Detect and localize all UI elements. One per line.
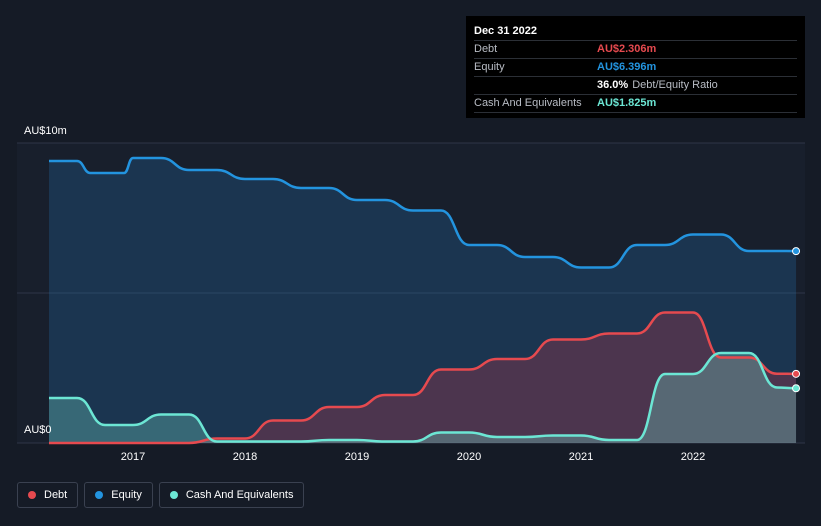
legend: Debt Equity Cash And Equivalents (17, 482, 305, 510)
cash-end-marker[interactable] (792, 384, 801, 393)
tooltip-cash-value: AU$1.825m (597, 97, 657, 109)
x-tick-label: 2018 (232, 451, 258, 463)
tooltip-ratio-label: Debt/Equity Ratio (632, 79, 718, 91)
tooltip-date: Dec 31 2022 (474, 25, 537, 37)
equity-dot-icon (95, 491, 104, 499)
x-tick-label: 2020 (456, 451, 482, 463)
y-axis-bottom-label: AU$0 (24, 424, 52, 436)
tooltip-row-equity: Equity AU$6.396m (474, 58, 797, 76)
cash-area (49, 353, 797, 443)
debt-area (49, 312, 797, 443)
x-tick-label: 2017 (120, 451, 146, 463)
tooltip-row-cash: Cash And Equivalents AU$1.825m (474, 94, 797, 113)
legend-label: Cash And Equivalents (185, 489, 294, 501)
x-tick-label: 2022 (680, 451, 706, 463)
equity-line (49, 156, 797, 269)
legend-label: Equity (111, 489, 142, 501)
x-tick-label: 2021 (568, 451, 594, 463)
tooltip-label: Equity (474, 61, 505, 73)
y-axis-top-label: AU$10m (24, 125, 67, 137)
tooltip-ratio-value: 36.0% (597, 79, 629, 91)
series-lines (49, 156, 797, 445)
tooltip-panel: Dec 31 2022 Debt AU$2.306m Equity AU$6.3… (466, 16, 805, 118)
debt-end-marker[interactable] (792, 369, 801, 378)
tooltip-label: Cash And Equivalents (474, 97, 582, 109)
equity-end-marker[interactable] (792, 247, 801, 256)
debt-line (49, 311, 797, 445)
tooltip-equity-value: AU$6.396m (597, 61, 657, 73)
cash-dot-icon (169, 491, 178, 499)
legend-item-cash[interactable]: Cash And Equivalents (158, 482, 305, 508)
legend-item-debt[interactable]: Debt (17, 482, 79, 508)
series-end-markers (792, 247, 801, 393)
x-tick-label: 2019 (344, 451, 370, 463)
series-areas (49, 158, 797, 443)
legend-label: Debt (44, 489, 68, 501)
tooltip-row-ratio: 36.0% Debt/Equity Ratio (474, 76, 797, 94)
tooltip-debt-value: AU$2.306m (597, 43, 657, 55)
tooltip-label: Debt (474, 43, 498, 55)
debt-dot-icon (28, 491, 36, 499)
tooltip-label (474, 77, 597, 94)
cash-line (49, 351, 797, 443)
legend-item-equity[interactable]: Equity (84, 482, 153, 508)
tooltip-row-debt: Debt AU$2.306m (474, 40, 797, 58)
equity-area (49, 158, 797, 443)
